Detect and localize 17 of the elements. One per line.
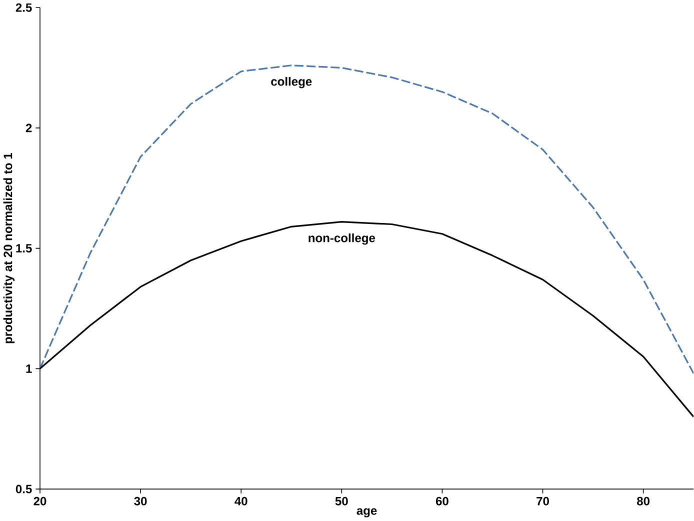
x-tick-label: 20: [34, 497, 46, 506]
x-tick-label: 70: [536, 497, 549, 506]
x-tick-label: 30: [134, 497, 147, 506]
y-tick-label: 0.5: [16, 484, 32, 494]
series-label: non-college: [308, 234, 376, 245]
series-label: college: [271, 77, 312, 88]
x-tick-label: 50: [335, 497, 348, 506]
x-tick-label: 40: [234, 497, 248, 506]
y-tick-label: 1: [26, 364, 32, 373]
line-series: [40, 64, 694, 374]
x-axis-title: age: [356, 508, 377, 518]
y-axis-title: productivity at 20 normalized to 1: [3, 153, 15, 344]
y-tick-label: 2.5: [16, 4, 32, 12]
x-tick-label: 60: [436, 497, 448, 506]
y-tick-label: 2: [26, 124, 32, 132]
y-tick-label: 1.5: [16, 244, 32, 253]
x-tick-label: 80: [637, 497, 650, 506]
